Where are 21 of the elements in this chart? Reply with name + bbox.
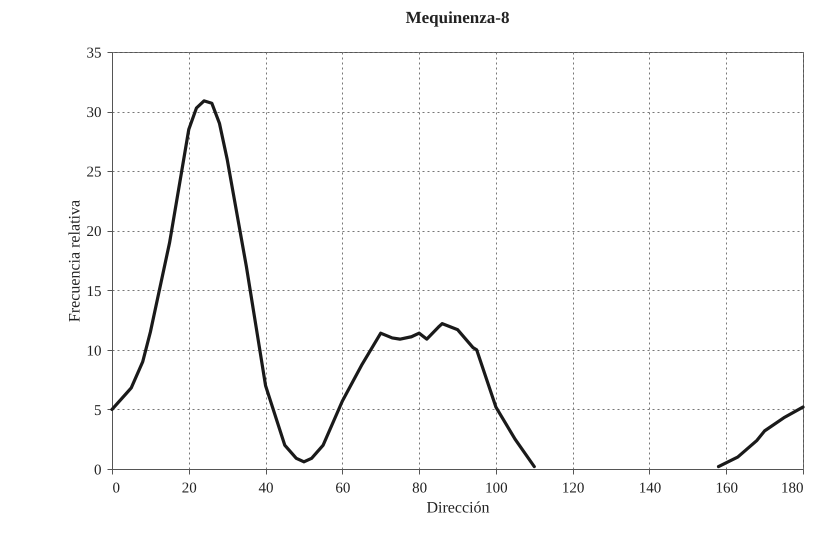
x-tick-label: 20 [182,480,197,496]
y-tick-label: 30 [86,105,102,122]
x-tick-label: 40 [258,480,274,496]
x-tick-label: 160 [715,480,738,496]
chart-title: Mequinenza-8 [406,8,510,27]
y-tick-label: 5 [94,402,102,419]
x-tick-label: 80 [412,480,428,496]
y-tick-label: 20 [86,224,102,240]
y-tick-label: 35 [86,46,102,62]
x-tick-label: 120 [562,480,584,496]
x-tick-label: 140 [638,480,662,496]
y-axis-title: Frecuencia relativa [66,200,84,322]
x-tick-label: 100 [485,480,508,496]
y-tick-label: 15 [86,284,102,300]
y-tick-label: 0 [94,462,102,478]
y-tick-label: 25 [86,164,102,181]
x-tick-label: 0 [112,480,120,496]
x-axis-title: Dirección [426,500,490,516]
x-tick-label: 60 [335,480,350,496]
y-tick-label: 10 [86,343,102,360]
x-tick-label: 180 [781,480,804,496]
